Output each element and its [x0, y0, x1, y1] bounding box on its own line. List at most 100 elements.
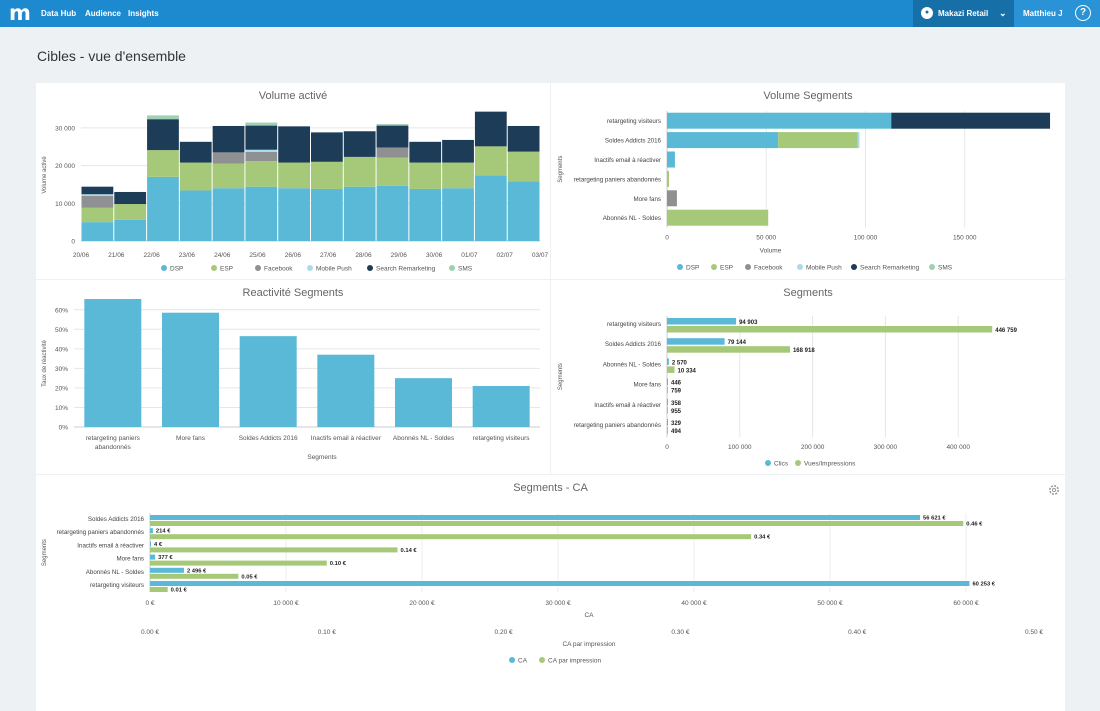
legend-label-facebook: Facebook	[264, 266, 293, 273]
y-tick-label: 10%	[55, 405, 68, 412]
y-tick-label: Soldes Addicts 2016	[605, 341, 662, 348]
bar-dsp-28-06	[343, 186, 376, 241]
legend-label-mobile-push: Mobile Push	[806, 265, 842, 272]
panel-reactivite-segments: Reactivité Segments 0% 10% 20% 30% 40% 50% 60%…	[36, 280, 550, 474]
bar-soldes-addicts-2016	[239, 336, 297, 427]
legend-label-vues-impressions: Vues/Impressions	[804, 461, 856, 468]
data-label-ca: 4 €	[154, 542, 163, 548]
y-tick-label: 20 000	[55, 163, 75, 170]
chart-volume-active: 0 10 000 20 000 30 000 20/06 21/06 22/06 23/06 2…	[42, 111, 549, 273]
bar-search-remarketing-01-07	[442, 139, 474, 163]
data-label: 955	[671, 409, 682, 415]
y-axis-label: Segments	[558, 156, 564, 183]
bar-retargeting-visiteurs	[472, 385, 530, 427]
user-menu[interactable]: Matthieu J ?	[1014, 0, 1100, 27]
data-label: 10 334	[678, 368, 697, 374]
legend-label-mobile-push: Mobile Push	[316, 266, 352, 273]
legend-label-dsp: DSP	[686, 265, 699, 272]
y-axis-label: Volume activé	[42, 156, 48, 194]
bar-clics-inactifs-email-a-reactiver	[667, 398, 668, 406]
chart-title-reactivite-segments: Reactivité Segments	[242, 287, 344, 299]
panel-segments: Segments 0 100 000 200 000 300 000 400 000 re…	[551, 280, 1065, 474]
x-tick-label: Abonnés NL - Soldes	[393, 435, 455, 442]
legend-marker-sms	[449, 265, 455, 271]
y-tick-label: More fans	[116, 556, 144, 563]
x-tick-label: 03/07	[532, 252, 549, 259]
bar-search-remarketing-21-06	[114, 191, 147, 205]
bar-esp-21-06	[114, 204, 147, 220]
nav-data-hub[interactable]: Data Hub	[41, 9, 77, 18]
chart-segments: 0 100 000 200 000 300 000 400 000 retargeting…	[558, 316, 1018, 468]
x-tick-label: 01/07	[461, 252, 478, 259]
bar-dsp-soldes-addicts-2016	[667, 132, 779, 149]
bar-esp-24-06	[212, 163, 245, 189]
bar-ca-par-impression-more-fans	[150, 560, 327, 566]
data-label-ca-par-impression: 0.10 €	[330, 561, 347, 567]
bar-search-remarketing-25-06	[245, 125, 278, 150]
bar-search-remarketing-23-06	[179, 141, 212, 163]
x-tick-label: Inactifs email à réactiver	[311, 435, 382, 442]
x-tick-label: 25/06	[249, 252, 266, 259]
y-tick-label: 20%	[55, 385, 68, 392]
y-axis-label: Segments	[558, 363, 564, 390]
panel-volume-segments: Volume Segments 0 50 000 100 000 150 000 ret…	[551, 83, 1065, 279]
x-tick-label-ca: 50 000 €	[817, 600, 843, 607]
x-tick-label: 150 000	[953, 234, 977, 241]
gear-icon[interactable]	[1048, 484, 1060, 496]
data-label-ca: 56 621 €	[923, 516, 946, 522]
organization-name: Makazi Retail	[938, 9, 989, 18]
bar-more-fans	[162, 312, 219, 427]
legend-marker-esp	[211, 265, 217, 271]
y-tick-label: Inactifs email à réactiver	[594, 157, 661, 164]
bar-vues-impressions-abonnes-nl-soldes	[667, 366, 675, 373]
x-tick-label: 02/07	[497, 252, 514, 259]
data-label: 446 759	[995, 328, 1017, 334]
legend-label-sms: SMS	[458, 266, 473, 273]
legend-marker-ca	[509, 657, 515, 663]
bar-search-remarketing-20-06	[81, 186, 114, 195]
bar-ca-retargeting-paniers-abandonnes	[150, 528, 153, 534]
help-icon[interactable]: ?	[1075, 5, 1091, 21]
bar-dsp-30-06	[409, 188, 442, 241]
x-tick-label: retargeting visiteurs	[473, 435, 530, 442]
y-tick-label: 0%	[59, 425, 69, 432]
x-axis-label: Volume	[760, 247, 782, 254]
bar-search-remarketing-03-07	[507, 125, 540, 152]
y-tick-label: retargeting paniers abandonnés	[57, 529, 144, 536]
makazi-logo[interactable]: m	[9, 1, 31, 25]
y-tick-label: Soldes Addicts 2016	[88, 516, 145, 523]
bar-ca-par-impression-inactifs-email-a-reactiver	[150, 547, 398, 553]
x-tick-label: 21/06	[108, 252, 125, 259]
bar-dsp-20-06	[81, 222, 114, 241]
nav-insights[interactable]: Insights	[128, 9, 159, 18]
legend-marker-mobile-push	[797, 264, 803, 270]
bar-esp-28-06	[343, 156, 376, 187]
legend-label-search-remarketing: Search Remarketing	[860, 265, 920, 272]
data-label: 2 570	[672, 360, 688, 366]
nav-audience[interactable]: Audience	[85, 9, 122, 18]
bar-dsp-retargeting-visiteurs	[667, 112, 892, 129]
legend-marker-esp	[711, 264, 717, 270]
organization-selector[interactable]: ● Makazi Retail ⌄	[913, 0, 1014, 27]
x-tick-label: More fans	[176, 435, 206, 442]
chart-segments-ca: 0 € 10 000 € 20 000 € 30 000 € 40 000 € 50 00…	[42, 513, 1043, 665]
y-tick-label: Soldes Addicts 2016	[605, 138, 662, 145]
bar-clics-abonnes-nl-soldes	[667, 358, 669, 365]
x-tick-label: 300 000	[874, 444, 898, 451]
bar-search-remarketing-27-06	[311, 132, 343, 162]
bar-clics-retargeting-paniers-abandonnes	[667, 419, 668, 426]
data-label-ca-par-impression: 0.01 €	[171, 588, 188, 594]
y-tick-label: 60%	[55, 307, 68, 314]
x-tick-label: 26/06	[285, 252, 302, 259]
x-axis-label-ca-par-impression: CA par impression	[562, 641, 615, 648]
y-tick-label: 10 000	[55, 201, 75, 208]
bar-facebook-24-06	[212, 152, 245, 164]
bar-vues-impressions-more-fans	[667, 386, 668, 394]
y-axis-label: Taux de réactivité	[42, 339, 48, 386]
data-label: 358	[671, 401, 682, 407]
bar-esp-abonnes-nl-soldes	[667, 209, 769, 226]
x-tick-label: 28/06	[355, 252, 372, 259]
chart-volume-segments: 0 50 000 100 000 150 000 retargeting visiteu…	[558, 111, 1051, 272]
y-tick-label: Inactifs email à réactiver	[594, 402, 661, 409]
bar-search-remarketing-22-06	[147, 119, 179, 151]
